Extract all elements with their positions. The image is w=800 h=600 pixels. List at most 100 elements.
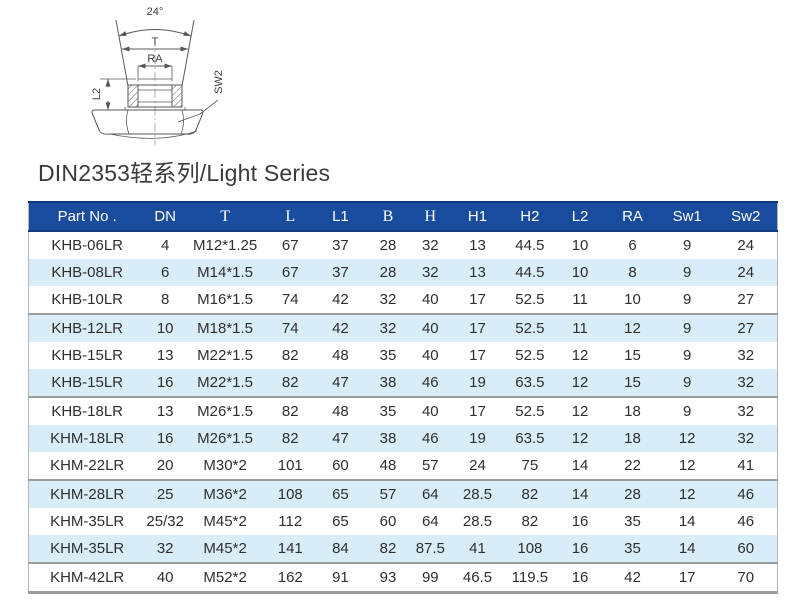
cell-part_no: KHB-15LR (51, 374, 124, 391)
cell-h1: 28.5 (462, 486, 493, 503)
sw2-dim-label: SW2 (213, 70, 225, 94)
cell-h1: 24 (469, 457, 486, 474)
cell-t: M45*2 (203, 513, 247, 530)
cell-ra: 35 (624, 513, 641, 530)
table-row: KHM-35LR 25/32 M45*2 112 65 60 64 28.5 82 16 35 14 4… (29, 508, 778, 535)
cell-h1: 17 (469, 403, 486, 420)
cell-h2: 52.5 (515, 403, 545, 420)
cell-ra: 15 (624, 374, 641, 391)
cell-b: 60 (379, 513, 397, 530)
cell-sw2: 32 (737, 403, 755, 420)
table-row: KHM-35LR 32 M45*2 141 84 82 87.5 41 108 16 35 14 60 (28, 535, 778, 563)
cell-dn: 32 (156, 540, 174, 557)
table-row: KHM-42LR 40 M52*2 162 91 93 99 46.5 119.5 16 42 17 7… (29, 563, 778, 593)
cell-l1: 91 (332, 569, 349, 586)
cell-h2: 108 (517, 540, 543, 557)
cone-right-line (181, 19, 195, 87)
ra-dim-label: RA (147, 53, 163, 65)
cell-dn: 40 (156, 569, 174, 586)
cell-t: M30*2 (203, 457, 247, 474)
cell-sw1: 9 (682, 403, 692, 420)
cell-part_no: KHM-28LR (50, 486, 125, 503)
cell-part_no: KHB-06LR (51, 237, 124, 254)
cell-h2: 119.5 (511, 569, 549, 586)
column-header-t: T (220, 207, 230, 225)
cell-h: 99 (421, 569, 439, 586)
column-header-b: B (382, 207, 394, 225)
cell-h2: 82 (521, 513, 539, 530)
cell-dn: 16 (156, 430, 174, 447)
cell-b: 35 (379, 403, 397, 420)
cell-h2: 75 (521, 457, 539, 474)
cell-dn: 4 (161, 237, 170, 254)
cell-l1: 48 (332, 347, 349, 364)
cell-dn: 25 (156, 486, 174, 503)
cell-part_no: KHM-35LR (50, 513, 125, 530)
page-title: DIN2353轻系列/Light Series (38, 160, 331, 186)
cell-l1: 84 (332, 540, 349, 557)
column-header-ra: RA (622, 208, 643, 225)
column-header-h: H (424, 207, 437, 225)
cell-t: M26*1.5 (197, 403, 254, 420)
cell-t: M26*1.5 (197, 430, 254, 447)
cone-left-line (115, 19, 129, 87)
cell-h2: 52.5 (515, 347, 545, 364)
cell-b: 28 (379, 264, 397, 281)
table-row: KHB-15LR 13 M22*1.5 82 48 35 40 17 52.5 12 15 9 32 (29, 342, 778, 369)
header-row: Part No . DN T L L1 B H H1 H2 L2 RA Sw1 Sw2 (28, 202, 778, 231)
cell-h1: 17 (469, 320, 486, 337)
cell-ra: 35 (624, 540, 641, 557)
sw2-leader (177, 99, 219, 123)
l2-dim-label: L2 (91, 88, 103, 100)
cell-ra: 15 (624, 347, 641, 364)
cell-sw1: 9 (682, 237, 692, 254)
cell-l: 82 (281, 403, 299, 420)
cell-h1: 13 (469, 237, 486, 254)
cell-t: M36*2 (203, 486, 247, 503)
cell-ra: 18 (624, 403, 641, 420)
cell-l1: 37 (332, 264, 349, 281)
cell-ra: 42 (624, 569, 641, 586)
cell-l2: 16 (571, 540, 589, 557)
cell-h1: 17 (469, 347, 486, 364)
cell-sw1: 14 (678, 540, 696, 557)
column-header-sw1: Sw1 (672, 208, 702, 225)
cell-l: 82 (281, 430, 299, 447)
cell-h: 46 (421, 430, 439, 447)
cell-h2: 52.5 (515, 291, 545, 308)
cell-l2: 10 (571, 264, 589, 281)
cell-h1: 19 (469, 430, 486, 447)
cell-h: 87.5 (415, 540, 445, 557)
cell-l: 101 (277, 457, 303, 474)
cell-sw1: 12 (678, 457, 696, 474)
cell-ra: 8 (628, 264, 637, 281)
cell-sw2: 60 (737, 540, 755, 557)
cell-l: 67 (281, 237, 299, 254)
cell-t: M22*1.5 (197, 347, 254, 364)
cell-h1: 41 (469, 540, 486, 557)
cell-h1: 46.5 (462, 569, 493, 586)
cell-b: 82 (379, 540, 397, 557)
table-row: KHM-22LR 20 M30*2 101 60 48 57 24 75 14 22 12 41 (28, 452, 778, 480)
cell-h: 64 (421, 513, 439, 530)
cell-l2: 16 (571, 569, 589, 586)
cell-l: 74 (281, 320, 299, 337)
cell-sw2: 41 (737, 457, 755, 474)
cell-l2: 12 (571, 374, 589, 391)
cell-l: 112 (278, 513, 303, 530)
cell-sw1: 9 (682, 374, 692, 391)
cell-h2: 52.5 (515, 320, 545, 337)
cell-h2: 44.5 (515, 237, 545, 254)
cell-h1: 28.5 (462, 513, 493, 530)
cell-b: 32 (379, 320, 397, 337)
cell-l2: 11 (572, 320, 588, 337)
cell-h: 40 (421, 403, 439, 420)
cell-l1: 47 (332, 374, 349, 391)
cell-t: M14*1.5 (197, 264, 254, 281)
cell-part_no: KHB-15LR (51, 347, 124, 364)
collar-left-wall (127, 84, 139, 108)
cell-h: 40 (421, 347, 439, 364)
cell-l2: 10 (571, 237, 589, 254)
cell-part_no: KHM-42LR (50, 569, 125, 586)
